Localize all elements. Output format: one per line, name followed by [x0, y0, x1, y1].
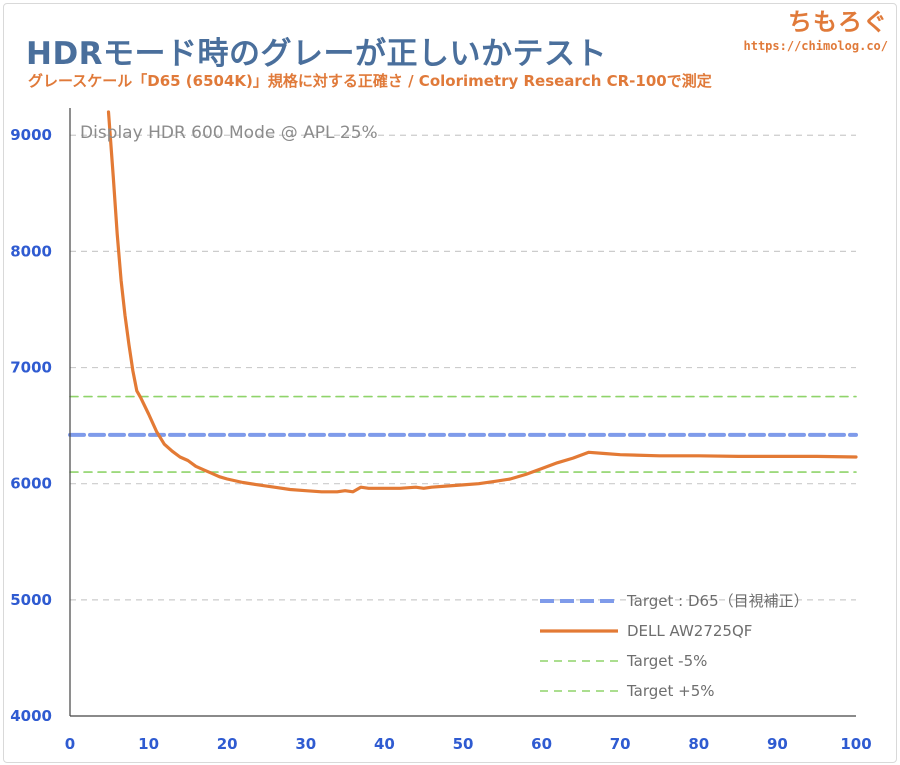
chart-title: HDRモード時のグレーが正しいかテスト — [26, 36, 608, 72]
x-tick-label-30: 30 — [295, 735, 316, 753]
x-tick-label-90: 90 — [767, 735, 788, 753]
x-tick-label-10: 10 — [138, 735, 159, 753]
brand-name: ちもろぐ — [788, 8, 888, 36]
legend-label-2: Target -5% — [626, 652, 707, 670]
y-tick-label-9000: 9000 — [10, 126, 52, 144]
chart-subtitle: グレースケール「D65 (6504K)」規格に対する正確さ / Colorime… — [28, 72, 712, 90]
x-tick-label-20: 20 — [217, 735, 238, 753]
y-tick-label-7000: 7000 — [10, 359, 52, 377]
axes: 4000 5000 6000 7000 8000 9000 0 10 20 30 40 50 60 70 8… — [10, 108, 872, 753]
measured-series-layer — [106, 110, 858, 494]
y-tick-label-5000: 5000 — [10, 591, 52, 609]
brand-logo: ちもろぐ https://chimolog.co/ — [744, 2, 889, 53]
x-tick-label-100: 100 — [840, 735, 871, 753]
x-tick-label-80: 80 — [688, 735, 709, 753]
x-tick-label-60: 60 — [531, 735, 552, 753]
y-tick-label-4000: 4000 — [10, 707, 52, 725]
legend-label-1: DELL AW2725QF — [627, 622, 752, 640]
series-line-dell-aw2725qf — [106, 110, 858, 494]
legend-label-0: Target : D65（目視補正） — [626, 592, 809, 610]
x-tick-label-0: 0 — [65, 735, 75, 753]
legend: Target : D65（目視補正） DELL AW2725QF Target -5… — [540, 592, 809, 700]
grid-lines — [70, 134, 856, 601]
y-tick-label-8000: 8000 — [10, 242, 52, 260]
chart-frame — [3, 3, 897, 763]
x-tick-label-70: 70 — [610, 735, 631, 753]
plot-label: Display HDR 600 Mode @ APL 25% — [80, 123, 378, 143]
x-tick-label-40: 40 — [374, 735, 395, 753]
legend-label-3: Target +5% — [626, 682, 715, 700]
tolerance-lines — [69, 395, 857, 473]
y-tick-label-6000: 6000 — [10, 475, 52, 493]
x-tick-label-50: 50 — [453, 735, 474, 753]
brand-url: https://chimolog.co/ — [743, 39, 889, 53]
